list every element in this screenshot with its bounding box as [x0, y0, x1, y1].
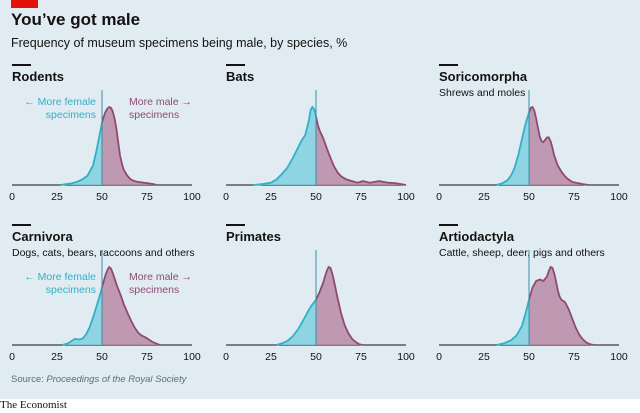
x-tick-label: 50: [96, 191, 108, 203]
panel-rule: [226, 64, 245, 66]
male-share-area: [102, 107, 156, 185]
density-plot: 0 25 50 75 100: [223, 90, 415, 203]
panel-rule: [439, 64, 458, 66]
panel-rule: [226, 224, 245, 226]
panel-title: Artiodactyla: [439, 229, 515, 244]
female-share-line: [496, 112, 530, 186]
chart-subtitle: Frequency of museum specimens being male…: [11, 36, 348, 50]
male-share-area: [102, 267, 160, 345]
panel-rule: [439, 224, 458, 226]
economist-wordmark: The Economist: [0, 399, 67, 411]
x-tick-label: 25: [265, 351, 277, 363]
chart-figure: You’ve got male Frequency of museum spec…: [0, 0, 640, 399]
panel-title: Primates: [226, 229, 281, 244]
panel-carnivora: Carnivora Dogs, cats, bears, raccoons an…: [9, 224, 211, 394]
density-plot: 0 25 50 75 100: [436, 90, 628, 203]
x-tick-label: 0: [223, 191, 229, 203]
panel-title: Bats: [226, 69, 255, 84]
annotation-female-line1: ← More female: [24, 271, 96, 283]
x-tick-label: 100: [183, 351, 201, 363]
x-tick-label: 50: [310, 351, 322, 363]
male-share-area: [529, 107, 589, 185]
male-share-area: [316, 116, 406, 185]
panel-subtitle: Dogs, cats, bears, raccoons and others: [12, 247, 195, 259]
panel-title: Carnivora: [12, 229, 73, 244]
annotation-male-line2: specimens: [129, 284, 180, 296]
panel-subtitle: Cattle, sheep, deer, pigs and others: [439, 247, 605, 259]
x-tick-label: 25: [51, 191, 63, 203]
annotation-male-line1: More male →: [129, 96, 193, 108]
annotation-female-line1: ← More female: [24, 96, 96, 108]
x-tick-label: 25: [51, 351, 63, 363]
source-name: Proceedings of the Royal Society: [46, 374, 187, 385]
female-share-line: [252, 105, 317, 186]
panel-soricomorpha: Soricomorpha Shrews and moles 0 25 50 75 100: [436, 64, 638, 234]
brand-red-tag: [11, 0, 38, 8]
male-share-line: [315, 116, 407, 186]
panel-title: Rodents: [12, 69, 64, 84]
female-share-area: [496, 112, 529, 185]
female-share-line: [496, 299, 530, 346]
x-tick-label: 50: [310, 191, 322, 203]
x-tick-label: 0: [436, 191, 442, 203]
x-tick-label: 25: [265, 191, 277, 203]
female-share-area: [276, 299, 316, 345]
x-tick-label: 0: [9, 351, 15, 363]
male-share-line: [101, 105, 157, 186]
chart-title: You’ve got male: [11, 10, 141, 29]
x-tick-label: 0: [436, 351, 442, 363]
panel-title: Soricomorpha: [439, 69, 528, 84]
panel-rule: [12, 64, 31, 66]
x-tick-label: 75: [568, 351, 580, 363]
x-tick-label: 100: [397, 351, 415, 363]
annotation-more-female: ← More female specimens: [12, 96, 96, 122]
panel-rodents: Rodents ← More female specimens More mal…: [9, 64, 211, 234]
annotation-female-line2: specimens: [45, 109, 96, 121]
source-note: Source: Proceedings of the Royal Society: [11, 374, 186, 385]
female-share-line: [60, 122, 103, 186]
male-share-area: [529, 267, 594, 345]
x-tick-label: 75: [141, 191, 153, 203]
x-tick-label: 0: [9, 191, 15, 203]
x-tick-label: 75: [355, 351, 367, 363]
male-share-line: [315, 265, 363, 346]
female-share-area: [496, 299, 529, 345]
x-tick-label: 75: [568, 191, 580, 203]
annotation-male-line1: More male →: [129, 271, 193, 283]
female-share-line: [62, 287, 103, 346]
x-tick-label: 25: [478, 351, 490, 363]
male-share-line: [101, 265, 160, 346]
x-tick-label: 25: [478, 191, 490, 203]
panel-primates: Primates 0 25 50 75 100: [223, 224, 425, 394]
panel-rule: [12, 224, 31, 226]
density-plot: 0 25 50 75 100: [9, 90, 201, 203]
annotation-more-female: ← More female specimens: [12, 271, 96, 297]
x-tick-label: 0: [223, 351, 229, 363]
density-plot: 0 25 50 75 100: [9, 250, 201, 363]
x-tick-label: 100: [397, 191, 415, 203]
male-share-line: [528, 105, 589, 186]
annotation-more-male: More male → specimens: [129, 271, 192, 297]
female-share-area: [253, 107, 316, 185]
male-share-line: [528, 265, 594, 346]
x-tick-label: 75: [141, 351, 153, 363]
panel-subtitle: Shrews and moles: [439, 87, 526, 99]
x-tick-label: 100: [183, 191, 201, 203]
x-tick-label: 50: [523, 351, 535, 363]
annotation-female-line2: specimens: [45, 284, 96, 296]
x-tick-label: 50: [96, 351, 108, 363]
x-tick-label: 100: [610, 351, 628, 363]
x-tick-label: 100: [610, 191, 628, 203]
density-plot: 0 25 50 75 100: [436, 250, 628, 363]
source-prefix: Source:: [11, 374, 47, 385]
panel-bats: Bats 0 25 50 75 100: [223, 64, 425, 234]
x-tick-label: 75: [355, 191, 367, 203]
annotation-male-line2: specimens: [129, 109, 180, 121]
female-share-area: [62, 287, 102, 345]
female-share-line: [276, 299, 317, 346]
x-tick-label: 50: [523, 191, 535, 203]
panel-artiodactyla: Artiodactyla Cattle, sheep, deer, pigs a…: [436, 224, 638, 394]
annotation-more-male: More male → specimens: [129, 96, 192, 122]
density-plot: 0 25 50 75 100: [223, 250, 415, 363]
